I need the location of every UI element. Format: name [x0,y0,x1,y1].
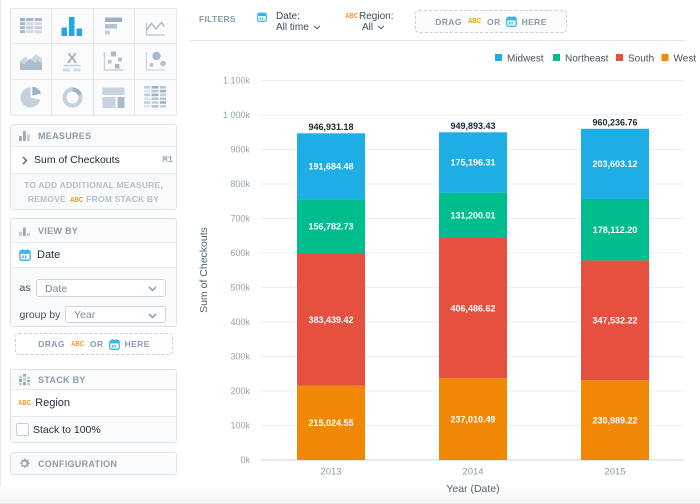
svg-text:South: South [628,54,654,65]
svg-text:100k: 100k [230,421,250,431]
svg-text:203,603.12: 203,603.12 [592,159,637,169]
svg-text:178,112.20: 178,112.20 [593,225,638,235]
svg-text:Midwest: Midwest [507,54,544,65]
svg-text:949,893.43: 949,893.43 [450,121,495,131]
svg-text:700k: 700k [230,214,250,224]
svg-text:960,236.76: 960,236.76 [592,118,637,128]
svg-text:200k: 200k [230,386,250,396]
svg-text:800k: 800k [230,179,250,189]
svg-text:230,989.22: 230,989.22 [592,415,637,425]
svg-text:946,931.18: 946,931.18 [308,122,353,132]
svg-text:300k: 300k [230,352,250,362]
svg-text:2013: 2013 [320,467,341,478]
svg-text:West: West [674,54,697,65]
svg-text:2015: 2015 [604,467,625,478]
svg-text:1 100k: 1 100k [223,76,251,86]
svg-text:347,532.22: 347,532.22 [592,316,637,326]
svg-text:131,200.01: 131,200.01 [450,211,495,221]
svg-text:1 000k: 1 000k [223,110,251,120]
svg-text:0k: 0k [240,455,250,465]
svg-text:900k: 900k [230,145,250,155]
svg-text:Northeast: Northeast [565,54,609,65]
svg-text:191,684.48: 191,684.48 [308,162,353,172]
svg-text:156,782.73: 156,782.73 [308,222,353,232]
svg-text:175,196.31: 175,196.31 [450,158,495,168]
svg-text:Year (Date): Year (Date) [446,483,499,495]
svg-text:400k: 400k [230,317,250,327]
svg-text:600k: 600k [230,248,250,258]
svg-text:X: X [67,50,77,67]
svg-text:383,439.42: 383,439.42 [308,315,353,325]
svg-text:500k: 500k [230,283,250,293]
svg-text:237,010.49: 237,010.49 [450,414,495,424]
svg-text:215,024.55: 215,024.55 [308,418,353,428]
svg-text:2014: 2014 [462,467,483,478]
svg-text:Sum of Checkouts: Sum of Checkouts [198,227,210,313]
svg-text:406,486.62: 406,486.62 [450,303,495,313]
